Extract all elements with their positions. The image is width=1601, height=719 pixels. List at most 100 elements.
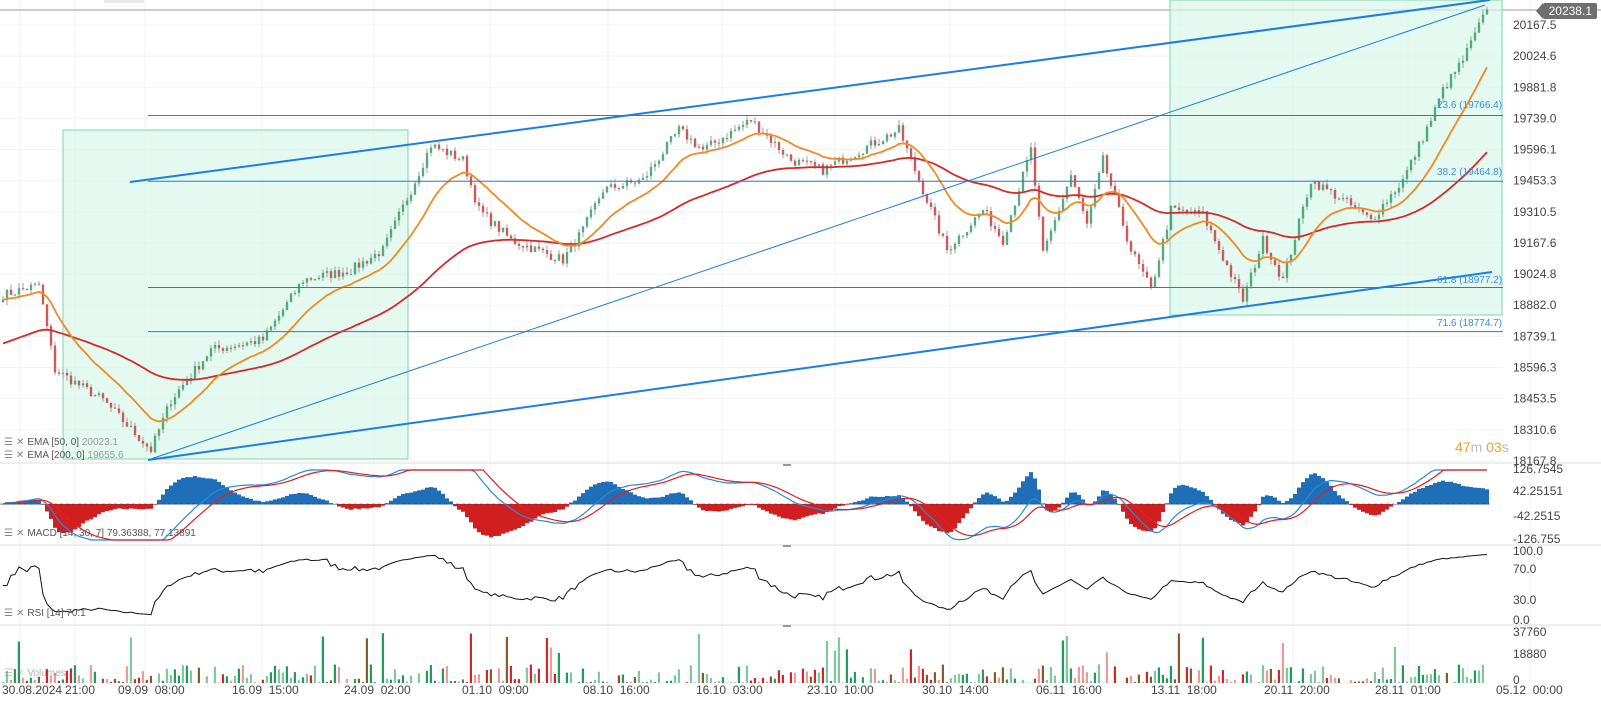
macd-histogram-bar [697,504,701,508]
volume-bar [617,675,620,683]
macd-histogram-bar [305,493,309,505]
candle-body [601,192,605,199]
candle-body [1205,211,1209,226]
volume-bar [73,665,76,683]
volume-bar [985,676,988,683]
candle-body [537,246,541,249]
volume-bar [845,649,848,683]
macd-histogram-bar [457,504,461,510]
top-tab-handle[interactable] [104,0,144,3]
candle-body [1373,218,1377,220]
candle-body [33,283,37,285]
menu-icon[interactable]: ☰ [4,450,13,461]
price-axis-tick: 19596.1 [1513,143,1557,157]
volume-bar [29,677,32,683]
legend-ema200[interactable]: ☰ ✕ EMA [200, 0] 19655.6 [4,450,124,461]
candle-body [1029,147,1033,161]
macd-histogram-bar [689,500,693,505]
candle-body [197,365,201,370]
macd-histogram-bar [505,504,509,533]
volume-bar [1329,675,1332,683]
legend-rsi[interactable]: ☰ ✕ RSI [14] 70.1 [4,608,86,619]
macd-histogram-bar [185,477,189,505]
macd-histogram-bar [285,495,289,505]
macd-histogram-bar [661,496,665,505]
volume-bar [993,672,996,683]
candle-body [153,435,157,453]
candle-body [285,302,289,310]
price-axis-tick: 19310.5 [1513,205,1557,219]
close-icon[interactable]: ✕ [15,668,25,679]
legend-macd[interactable]: ☰ ✕ MACD [14, 30, 7] 79.36388, 77.13891 [4,528,196,539]
volume-bar [1257,682,1260,683]
macd-histogram-bar [629,492,633,505]
menu-icon[interactable]: ☰ [4,528,13,539]
volume-bar [1425,674,1428,683]
legend-volume[interactable]: ☰ ✕ Volumes [4,668,66,679]
close-icon[interactable]: ✕ [15,450,25,461]
menu-icon[interactable]: ☰ [4,437,13,448]
close-icon[interactable]: ✕ [15,437,25,448]
macd-histogram-bar [353,504,357,509]
volume-bar [485,669,488,683]
volume-label: Volumes [27,668,66,679]
macd-histogram-bar [281,497,285,505]
volume-bar [509,665,512,683]
close-icon[interactable]: ✕ [15,528,25,539]
candle-body [105,398,109,403]
candle-body [1001,235,1005,245]
macd-histogram-bar [1437,481,1441,505]
candle-body [733,129,737,131]
macd-histogram-bar [49,504,53,519]
legend-ema50[interactable]: ☰ ✕ EMA [50, 0] 20023.1 [4,437,118,448]
candle-body [17,288,21,295]
macd-histogram-bar [1317,475,1321,505]
candle-body [1461,60,1465,63]
volume-bar [1001,667,1004,683]
macd-histogram-bar [973,502,977,505]
close-icon[interactable]: ✕ [15,608,25,619]
volume-bar [1413,676,1416,683]
macd-histogram-bar [1169,493,1173,505]
macd-histogram-bar [769,504,773,514]
price-axis-tick: 18596.3 [1513,361,1557,375]
time-axis-tick: 20.11 20:00 [1264,683,1330,697]
candle-body [1229,265,1233,278]
volume-bar [1065,636,1068,683]
macd-histogram-bar [1433,483,1437,505]
volume-bar [53,673,56,683]
time-axis-tick: 24.09 02:00 [344,683,411,697]
volume-bar [1433,669,1436,683]
macd-histogram-bar [525,504,529,524]
candle-body [293,292,297,294]
macd-histogram-bar [1005,500,1009,505]
volume-bar [1069,668,1072,683]
menu-icon[interactable]: ☰ [4,668,13,679]
candle-body [1325,184,1329,190]
macd-histogram-bar [865,498,869,505]
macd-histogram-bar [1029,472,1033,505]
volume-bar [1289,667,1292,683]
candle-body [793,160,797,166]
candle-body [281,309,285,316]
candle-body [185,380,189,385]
candle-body [325,271,329,273]
volume-bar [461,679,464,683]
candle-body [177,389,181,398]
menu-icon[interactable]: ☰ [4,608,13,619]
volume-bar [953,674,956,683]
price-axis-tick: 20167.5 [1513,18,1557,32]
volume-bar [165,668,168,683]
candle-body [1081,197,1085,211]
macd-histogram-bar [821,504,825,515]
macd-histogram-bar [901,497,905,505]
macd-histogram-bar [1441,480,1445,505]
macd-histogram-bar [1037,489,1041,505]
macd-histogram-bar [489,504,493,538]
volume-bar [897,682,900,683]
volume-bar [821,667,824,683]
macd-histogram-bar [37,499,41,505]
candle-body [1349,198,1353,206]
macd-histogram-bar [613,484,617,505]
